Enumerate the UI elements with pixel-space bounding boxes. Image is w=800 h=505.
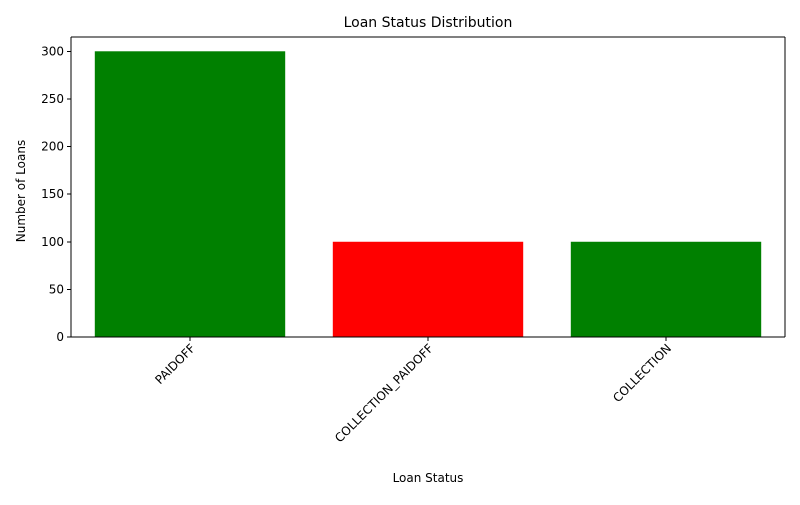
x-axis-ticks: PAIDOFF COLLECTION_PAIDOFF COLLECTION — [152, 337, 674, 445]
chart-title: Loan Status Distribution — [344, 15, 513, 31]
x-tick-label: PAIDOFF — [152, 341, 198, 387]
y-tick-label: 200 — [41, 140, 64, 154]
bar-paidoff — [94, 51, 286, 337]
bars-group — [94, 51, 762, 337]
y-axis-label: Number of Loans — [14, 140, 28, 242]
axes-frame — [70, 36, 786, 338]
y-axis-ticks: 0 50 100 150 200 250 300 — [41, 44, 71, 344]
y-tick-label: 50 — [49, 282, 64, 296]
y-tick-label: 100 — [41, 235, 64, 249]
bar-collection — [570, 241, 762, 337]
x-axis-label: Loan Status — [393, 471, 464, 485]
y-tick-label: 250 — [41, 92, 64, 106]
x-tick-label: COLLECTION — [610, 341, 674, 405]
x-tick-label: COLLECTION_PAIDOFF — [332, 341, 436, 445]
y-tick-label: 300 — [41, 44, 64, 58]
y-tick-label: 0 — [56, 330, 64, 344]
y-tick-label: 150 — [41, 187, 64, 201]
bar-collection-paidoff — [332, 241, 524, 337]
